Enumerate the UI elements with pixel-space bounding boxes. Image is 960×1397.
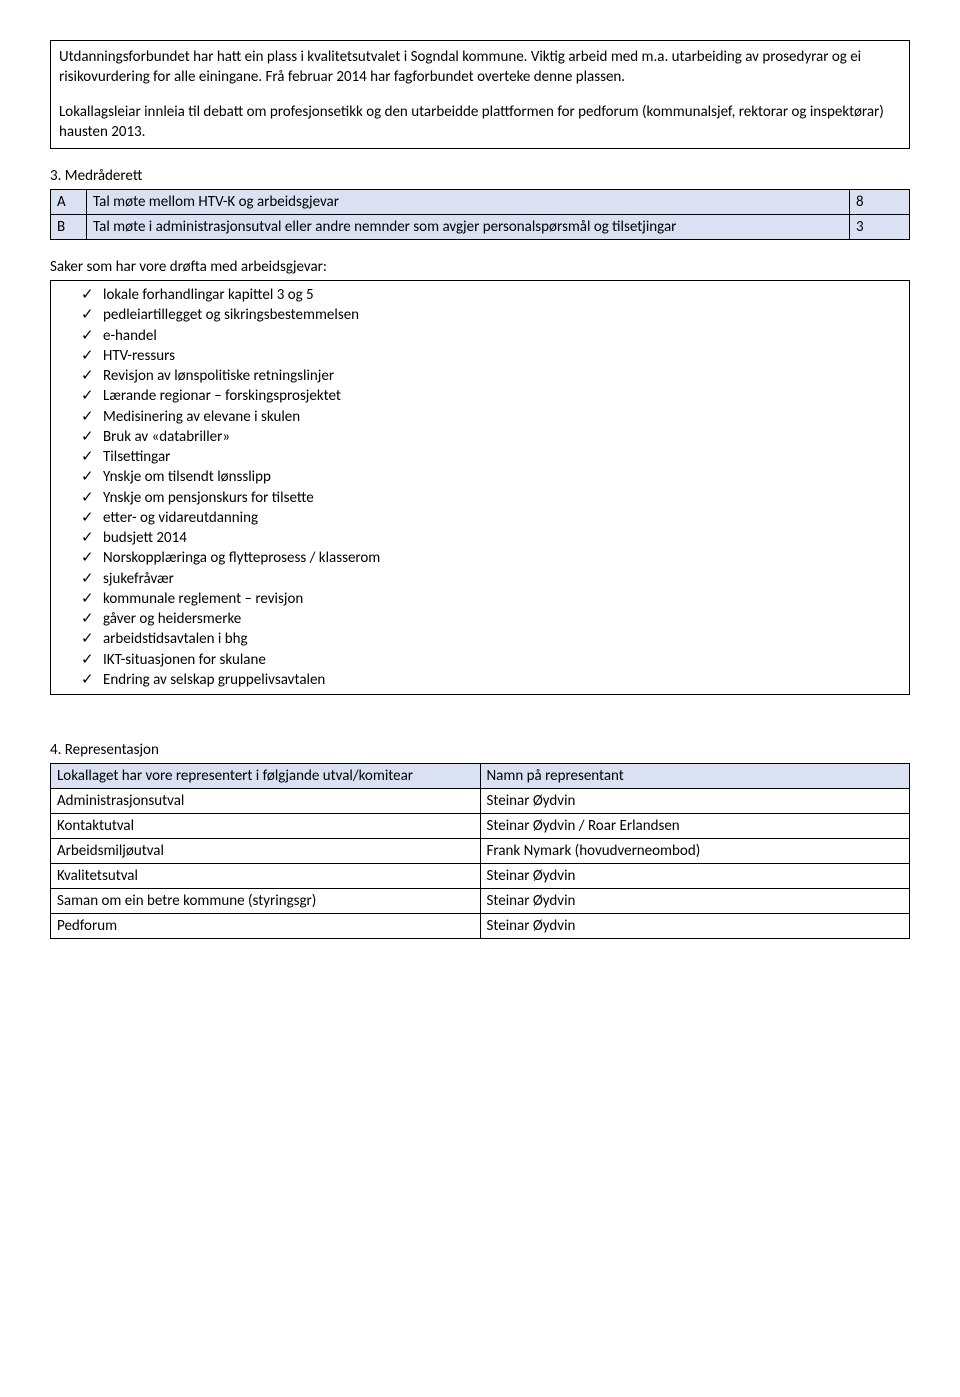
section4-table: Lokallaget har vore representert i følgj… — [50, 763, 910, 939]
list-item: IKT-situasjonen for skulane — [59, 650, 901, 670]
cell-letter: B — [51, 215, 87, 240]
header-cell: Lokallaget har vore representert i følgj… — [51, 764, 481, 789]
list-item: kommunale reglement – revisjon — [59, 589, 901, 609]
discussed-list: lokale forhandlingar kapittel 3 og 5 ped… — [59, 285, 901, 690]
list-item: Medisinering av elevane i skulen — [59, 407, 901, 427]
cell-text: Tal møte i administrasjonsutval eller an… — [87, 215, 850, 240]
intro-paragraph-2: Lokallagsleiar innleia til debatt om pro… — [59, 102, 901, 143]
list-item: Tilsettingar — [59, 447, 901, 467]
table-row: Kvalitetsutval Steinar Øydvin — [51, 864, 910, 889]
cell: Arbeidsmiljøutval — [51, 839, 481, 864]
section3-heading: 3. Medråderett — [50, 167, 910, 185]
cell: Pedforum — [51, 914, 481, 939]
discussed-box: lokale forhandlingar kapittel 3 og 5 ped… — [50, 280, 910, 695]
table-header-row: Lokallaget har vore representert i følgj… — [51, 764, 910, 789]
cell: Administrasjonsutval — [51, 789, 481, 814]
list-item: pedleiartillegget og sikringsbestemmelse… — [59, 305, 901, 325]
table-row: Saman om ein betre kommune (styringsgr) … — [51, 889, 910, 914]
discussed-intro: Saker som har vore drøfta med arbeidsgje… — [50, 258, 910, 276]
cell: Steinar Øydvin — [480, 789, 910, 814]
cell: Kvalitetsutval — [51, 864, 481, 889]
list-item: etter- og vidareutdanning — [59, 508, 901, 528]
list-item: Ynskje om pensjonskurs for tilsette — [59, 488, 901, 508]
list-item: e-handel — [59, 326, 901, 346]
cell: Steinar Øydvin / Roar Erlandsen — [480, 814, 910, 839]
cell: Kontaktutval — [51, 814, 481, 839]
table-row: Arbeidsmiljøutval Frank Nymark (hovudver… — [51, 839, 910, 864]
header-cell: Namn på representant — [480, 764, 910, 789]
cell: Steinar Øydvin — [480, 889, 910, 914]
list-item: arbeidstidsavtalen i bhg — [59, 629, 901, 649]
table-row: Pedforum Steinar Øydvin — [51, 914, 910, 939]
cell-text: Tal møte mellom HTV-K og arbeidsgjevar — [87, 190, 850, 215]
table-row: A Tal møte mellom HTV-K og arbeidsgjevar… — [51, 190, 910, 215]
list-item: Bruk av «databriller» — [59, 427, 901, 447]
cell: Steinar Øydvin — [480, 864, 910, 889]
cell-letter: A — [51, 190, 87, 215]
cell: Steinar Øydvin — [480, 914, 910, 939]
cell: Frank Nymark (hovudverneombod) — [480, 839, 910, 864]
table-row: Administrasjonsutval Steinar Øydvin — [51, 789, 910, 814]
list-item: gåver og heidersmerke — [59, 609, 901, 629]
table-row: B Tal møte i administrasjonsutval eller … — [51, 215, 910, 240]
list-item: Norskopplæringa og flytteprosess / klass… — [59, 548, 901, 568]
list-item: lokale forhandlingar kapittel 3 og 5 — [59, 285, 901, 305]
cell-value: 3 — [850, 215, 910, 240]
list-item: Endring av selskap gruppelivsavtalen — [59, 670, 901, 690]
list-item: budsjett 2014 — [59, 528, 901, 548]
cell-value: 8 — [850, 190, 910, 215]
list-item: sjukefråvær — [59, 569, 901, 589]
intro-box: Utdanningsforbundet har hatt ein plass i… — [50, 40, 910, 149]
intro-paragraph-1: Utdanningsforbundet har hatt ein plass i… — [59, 47, 901, 88]
list-item: Revisjon av lønspolitiske retningslinjer — [59, 366, 901, 386]
section4-heading: 4. Representasjon — [50, 741, 910, 759]
list-item: Lærande regionar – forskingsprosjektet — [59, 386, 901, 406]
section3-table: A Tal møte mellom HTV-K og arbeidsgjevar… — [50, 189, 910, 240]
table-row: Kontaktutval Steinar Øydvin / Roar Erlan… — [51, 814, 910, 839]
cell: Saman om ein betre kommune (styringsgr) — [51, 889, 481, 914]
list-item: HTV-ressurs — [59, 346, 901, 366]
list-item: Ynskje om tilsendt lønsslipp — [59, 467, 901, 487]
